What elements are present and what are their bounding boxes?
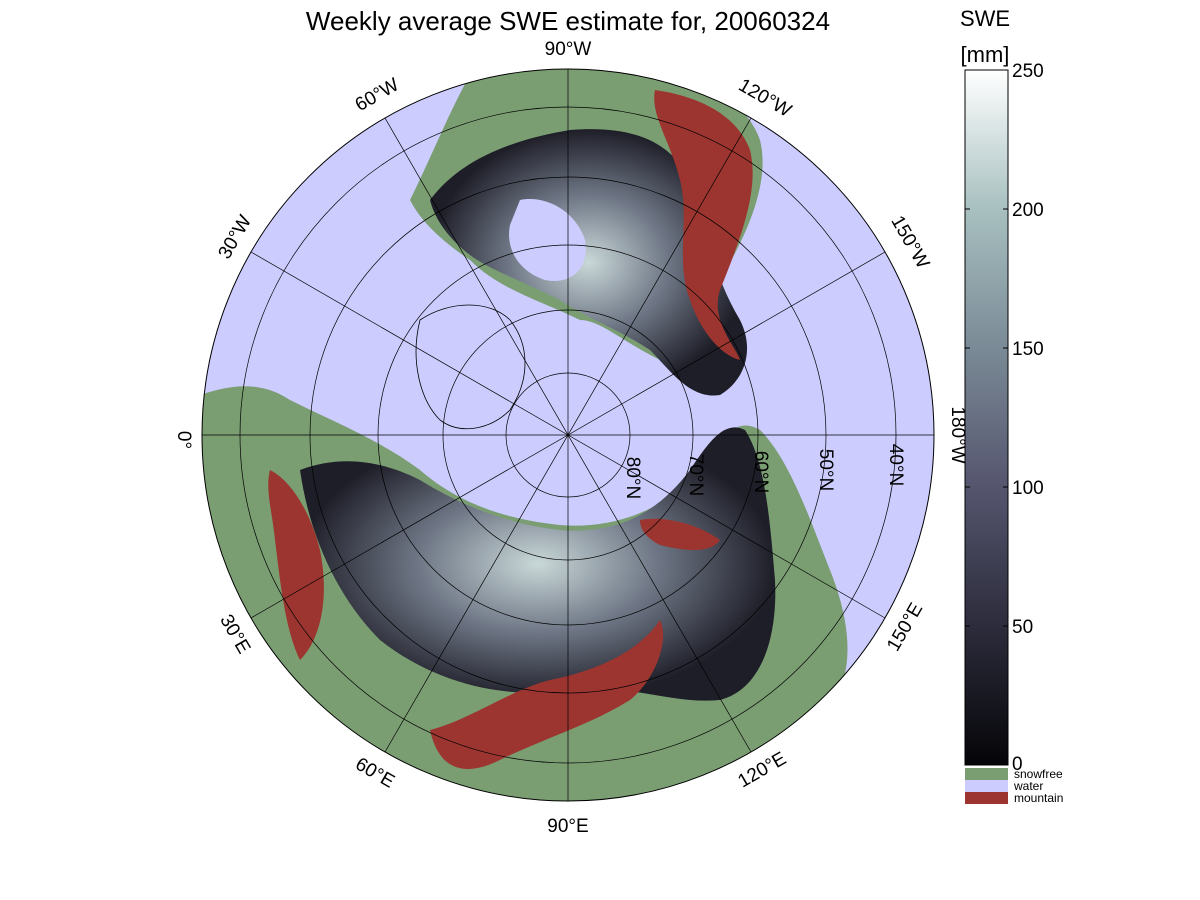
colorbar-ticks: 0 50 100 150 200 250 xyxy=(965,61,1044,775)
category-label-water: water xyxy=(1013,779,1043,793)
category-label-snowfree: snowfree xyxy=(1014,767,1063,781)
map-frame xyxy=(201,68,935,802)
colorbar-tick-label: 200 xyxy=(1012,200,1044,221)
latitude-labels: 80°N 70°N 60°N 50°N 40°N xyxy=(622,444,906,499)
colorbar-tick-label: 150 xyxy=(1012,339,1044,360)
lon-label-90e: 90°E xyxy=(547,816,588,837)
central-asia-mountains xyxy=(430,620,664,769)
greenland xyxy=(415,304,526,430)
category-swatch-mountain xyxy=(965,792,1008,804)
category-swatch-snowfree xyxy=(965,768,1008,780)
lat-label-60n: 60°N xyxy=(750,451,771,493)
lat-label-80n: 80°N xyxy=(622,457,643,499)
colorbar: SWE [mm] 0 50 100 150 200 250 snowfreewatermo… xyxy=(960,6,1063,805)
polar-map xyxy=(201,68,935,802)
lon-label-60w: 60°W xyxy=(352,74,403,116)
colorbar-tick-label: 100 xyxy=(1012,478,1044,499)
lon-label-180w: 180°W xyxy=(947,406,968,463)
category-swatch-water xyxy=(965,780,1008,792)
meridian-150 xyxy=(250,251,886,619)
colorbar-tick-label: 250 xyxy=(1012,61,1044,82)
lon-label-30e: 30°E xyxy=(215,611,254,657)
east-siberia-mountains xyxy=(640,518,720,550)
colorbar-tick-label: 0 xyxy=(1012,754,1023,775)
category-label-mountain: mountain xyxy=(1014,791,1063,805)
lon-label-60e: 60°E xyxy=(352,754,398,793)
lon-label-150w: 150°W xyxy=(886,212,933,272)
scandinavia-mountains xyxy=(268,470,324,660)
colorbar-tick-label: 50 xyxy=(1012,617,1033,638)
chart-title: Weekly average SWE estimate for, 2006032… xyxy=(306,6,830,36)
lon-label-90w: 90°W xyxy=(545,39,592,60)
colorbar-label-swe: SWE xyxy=(960,6,1010,31)
lat-label-40n: 40°N xyxy=(885,444,906,486)
north-america-snow-cover xyxy=(430,129,748,396)
colorbar-gradient xyxy=(964,69,1009,766)
colorbar-label-unit: [mm] xyxy=(961,42,1010,67)
hudson-bay xyxy=(509,199,586,281)
graticule xyxy=(202,69,934,801)
lon-label-0: 0° xyxy=(173,431,194,449)
lat-label-70n: 70°N xyxy=(685,454,706,496)
lat-label-50n: 50°N xyxy=(815,449,836,491)
